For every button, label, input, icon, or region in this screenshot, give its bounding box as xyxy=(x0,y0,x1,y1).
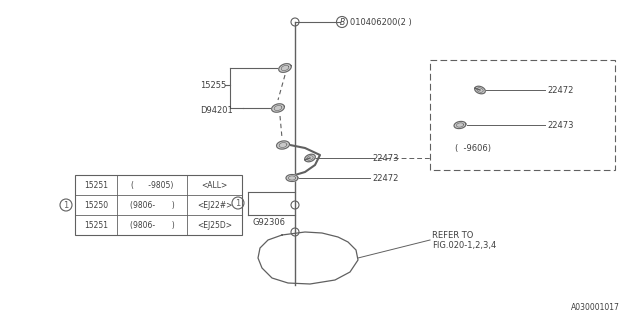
Text: B: B xyxy=(339,18,344,27)
Text: 22472: 22472 xyxy=(547,85,573,94)
Bar xyxy=(430,60,615,170)
Text: D94201: D94201 xyxy=(200,106,233,115)
Text: 22472: 22472 xyxy=(372,173,398,182)
Text: 15255: 15255 xyxy=(200,81,227,90)
Text: REFER TO: REFER TO xyxy=(432,230,474,239)
Text: 22473: 22473 xyxy=(372,154,399,163)
Text: (  -9606): ( -9606) xyxy=(455,143,491,153)
Text: (9806-       ): (9806- ) xyxy=(130,220,174,229)
Text: <ALL>: <ALL> xyxy=(202,180,228,189)
Polygon shape xyxy=(279,64,291,72)
Text: 22473: 22473 xyxy=(547,121,573,130)
Polygon shape xyxy=(271,104,284,112)
Text: (      -9805): ( -9805) xyxy=(131,180,173,189)
Bar xyxy=(75,175,242,235)
Text: 010406200(2 ): 010406200(2 ) xyxy=(350,18,412,27)
Polygon shape xyxy=(276,141,289,149)
Text: <EJ22#>: <EJ22#> xyxy=(197,201,232,210)
Text: 15250: 15250 xyxy=(84,201,108,210)
Polygon shape xyxy=(286,174,298,181)
Polygon shape xyxy=(305,154,316,162)
Text: (9806-       ): (9806- ) xyxy=(130,201,174,210)
Text: <EJ25D>: <EJ25D> xyxy=(197,220,232,229)
Polygon shape xyxy=(475,86,485,94)
Text: 1: 1 xyxy=(236,198,241,207)
Text: 1: 1 xyxy=(63,201,68,210)
Text: 15251: 15251 xyxy=(84,180,108,189)
Text: FIG.020-1,2,3,4: FIG.020-1,2,3,4 xyxy=(432,241,496,250)
Text: 15251: 15251 xyxy=(84,220,108,229)
Polygon shape xyxy=(454,121,466,129)
Text: G92306: G92306 xyxy=(252,218,285,227)
Text: A030001017: A030001017 xyxy=(571,303,620,312)
